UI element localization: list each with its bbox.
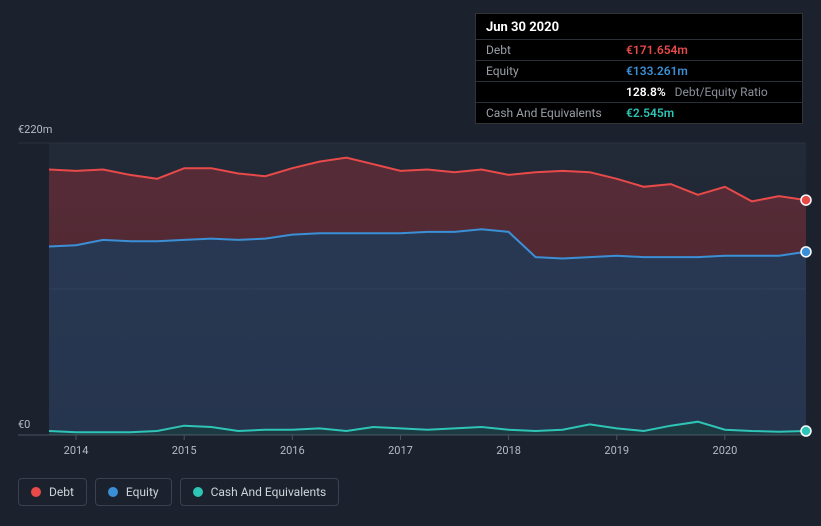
tooltip-date: Jun 30 2020 (476, 14, 802, 40)
x-tick-label: 2019 (604, 444, 629, 457)
tooltip-ratio-value: 128.8% (626, 85, 666, 99)
tooltip-row-ratio: 128.8% Debt/Equity Ratio (476, 82, 802, 103)
x-tick-label: 2015 (172, 444, 197, 457)
y-axis-max-label: €220m (18, 123, 60, 136)
x-tick-label: 2014 (64, 444, 89, 457)
tooltip-row-equity: Equity €133.261m (476, 61, 802, 82)
chart-tooltip: Jun 30 2020 Debt €171.654m Equity €133.2… (475, 13, 803, 124)
legend-label: Equity (126, 485, 159, 499)
x-tick-label: 2020 (713, 444, 738, 457)
x-tick-label: 2017 (388, 444, 413, 457)
tooltip-label: Cash And Equivalents (486, 106, 626, 120)
legend-label: Cash And Equivalents (211, 485, 327, 499)
x-tick-label: 2018 (496, 444, 521, 457)
end-marker-debt (801, 195, 811, 205)
tooltip-value: €133.261m (626, 64, 688, 78)
legend-item[interactable]: Debt (18, 478, 87, 506)
tooltip-row-debt: Debt €171.654m (476, 40, 802, 61)
tooltip-value: €171.654m (626, 43, 688, 57)
legend-label: Debt (49, 485, 74, 499)
chart-plot[interactable] (49, 143, 806, 435)
tooltip-label: Equity (486, 64, 626, 78)
x-axis: 2014 2015 2016 2017 2018 2019 2020 (49, 444, 806, 464)
tooltip-label: Debt (486, 43, 626, 57)
x-tick-label: 2016 (280, 444, 305, 457)
tooltip-ratio-label: Debt/Equity Ratio (675, 85, 768, 99)
chart-legend: Debt Equity Cash And Equivalents (18, 478, 339, 506)
area-equity (49, 229, 806, 432)
legend-swatch (31, 487, 41, 497)
end-marker-equity (801, 247, 811, 257)
legend-item[interactable]: Equity (95, 478, 172, 506)
tooltip-value: €2.545m (626, 106, 674, 120)
legend-item[interactable]: Cash And Equivalents (180, 478, 340, 506)
legend-swatch (108, 487, 118, 497)
end-marker-cash (801, 426, 811, 436)
tooltip-row-cash: Cash And Equivalents €2.545m (476, 103, 802, 123)
legend-swatch (193, 487, 203, 497)
